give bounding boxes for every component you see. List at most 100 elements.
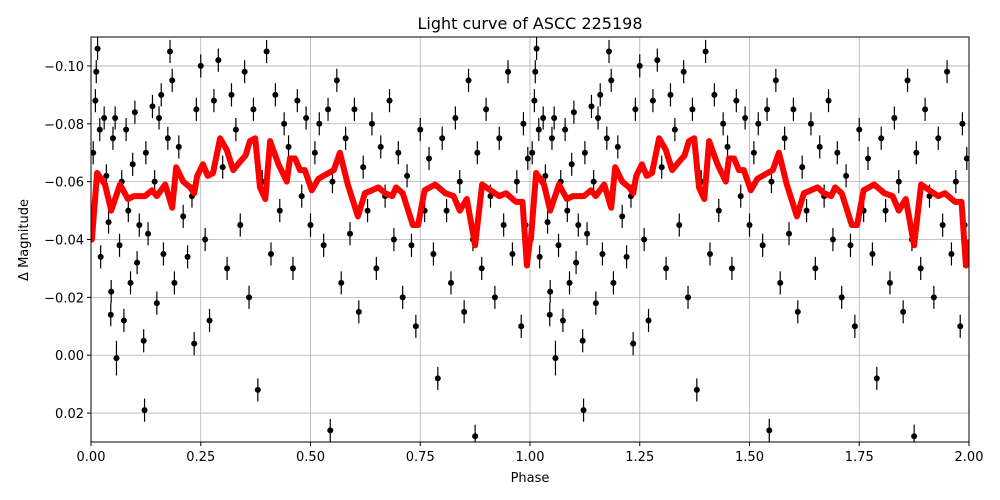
data-point	[803, 207, 810, 214]
data-point	[552, 355, 559, 362]
data-point	[175, 143, 182, 150]
data-point	[939, 222, 946, 229]
data-point	[351, 106, 358, 113]
data-point	[390, 236, 397, 243]
data-point	[281, 120, 288, 127]
data-point	[913, 149, 920, 156]
data-point	[533, 45, 540, 52]
data-point	[377, 143, 384, 150]
data-point	[816, 143, 823, 150]
data-point	[562, 126, 569, 133]
data-point	[184, 253, 191, 260]
data-point	[320, 242, 327, 249]
data-point	[610, 279, 617, 286]
data-point	[368, 120, 375, 127]
data-point	[197, 62, 204, 69]
data-point	[325, 106, 332, 113]
data-point	[232, 126, 239, 133]
x-tick-label: 1.00	[516, 450, 545, 465]
data-point	[215, 57, 222, 64]
data-point	[564, 207, 571, 214]
data-point	[619, 213, 626, 220]
data-point	[109, 135, 116, 142]
data-point	[140, 337, 147, 344]
data-point	[113, 355, 120, 362]
y-tick-label: −0.08	[44, 118, 84, 133]
data-point	[434, 375, 441, 382]
data-point	[237, 222, 244, 229]
data-point	[316, 120, 323, 127]
data-point	[509, 250, 516, 257]
data-point	[97, 253, 104, 260]
data-point	[169, 77, 176, 84]
data-point	[911, 433, 918, 440]
x-tick-label: 1.25	[625, 450, 654, 465]
data-point	[917, 265, 924, 272]
data-point	[922, 106, 929, 113]
data-point	[812, 265, 819, 272]
data-point	[513, 178, 520, 185]
data-point	[546, 311, 553, 318]
data-point	[649, 97, 656, 104]
data-point	[645, 317, 652, 324]
data-point	[94, 45, 101, 52]
data-point	[891, 115, 898, 121]
data-point	[575, 222, 582, 229]
data-point	[608, 77, 615, 84]
data-point	[658, 164, 665, 171]
data-point	[338, 279, 345, 286]
data-point	[443, 207, 450, 214]
data-point	[329, 178, 336, 185]
x-tick-label: 0.50	[296, 450, 325, 465]
data-point	[158, 91, 165, 98]
data-point	[882, 207, 889, 214]
data-point	[544, 219, 551, 226]
data-point	[559, 317, 566, 324]
data-point	[518, 323, 525, 330]
data-point	[500, 222, 507, 229]
y-tick-label: −0.02	[44, 291, 84, 306]
data-point	[829, 236, 836, 243]
data-point	[807, 120, 814, 127]
data-point	[452, 115, 459, 121]
data-point	[404, 172, 411, 179]
data-point	[153, 300, 160, 307]
x-tick-label: 1.50	[735, 450, 764, 465]
data-point	[935, 135, 942, 142]
data-point	[623, 253, 630, 260]
data-point	[900, 308, 907, 315]
data-point	[112, 115, 119, 121]
data-point	[171, 279, 178, 286]
y-tick-label: 0.02	[55, 407, 84, 422]
data-point	[873, 375, 880, 382]
data-point	[547, 288, 554, 295]
data-point	[630, 340, 637, 347]
data-point	[250, 106, 257, 113]
data-point	[693, 386, 700, 393]
y-tick-label: −0.10	[44, 60, 84, 75]
data-point	[904, 77, 911, 84]
data-point	[311, 149, 318, 156]
data-point	[108, 288, 115, 295]
data-point	[285, 143, 292, 150]
data-point	[93, 68, 100, 75]
data-point	[746, 222, 753, 229]
data-point	[116, 242, 123, 249]
data-point	[728, 265, 735, 272]
data-point	[724, 143, 731, 150]
data-point	[597, 91, 604, 98]
data-point	[151, 178, 158, 185]
data-point	[948, 250, 955, 257]
data-point	[856, 126, 863, 133]
data-point	[590, 178, 597, 185]
data-point	[96, 126, 103, 133]
data-point	[123, 126, 130, 133]
data-point	[483, 106, 490, 113]
data-point	[136, 222, 143, 229]
data-point	[535, 126, 542, 133]
data-point	[606, 48, 613, 55]
data-point	[930, 294, 937, 301]
y-tick-label: −0.06	[44, 176, 84, 191]
data-point	[536, 253, 543, 260]
x-axis: 0.00 0.25 0.50 0.75 1.00 1.25 1.50 1.75 2.00	[77, 442, 983, 465]
